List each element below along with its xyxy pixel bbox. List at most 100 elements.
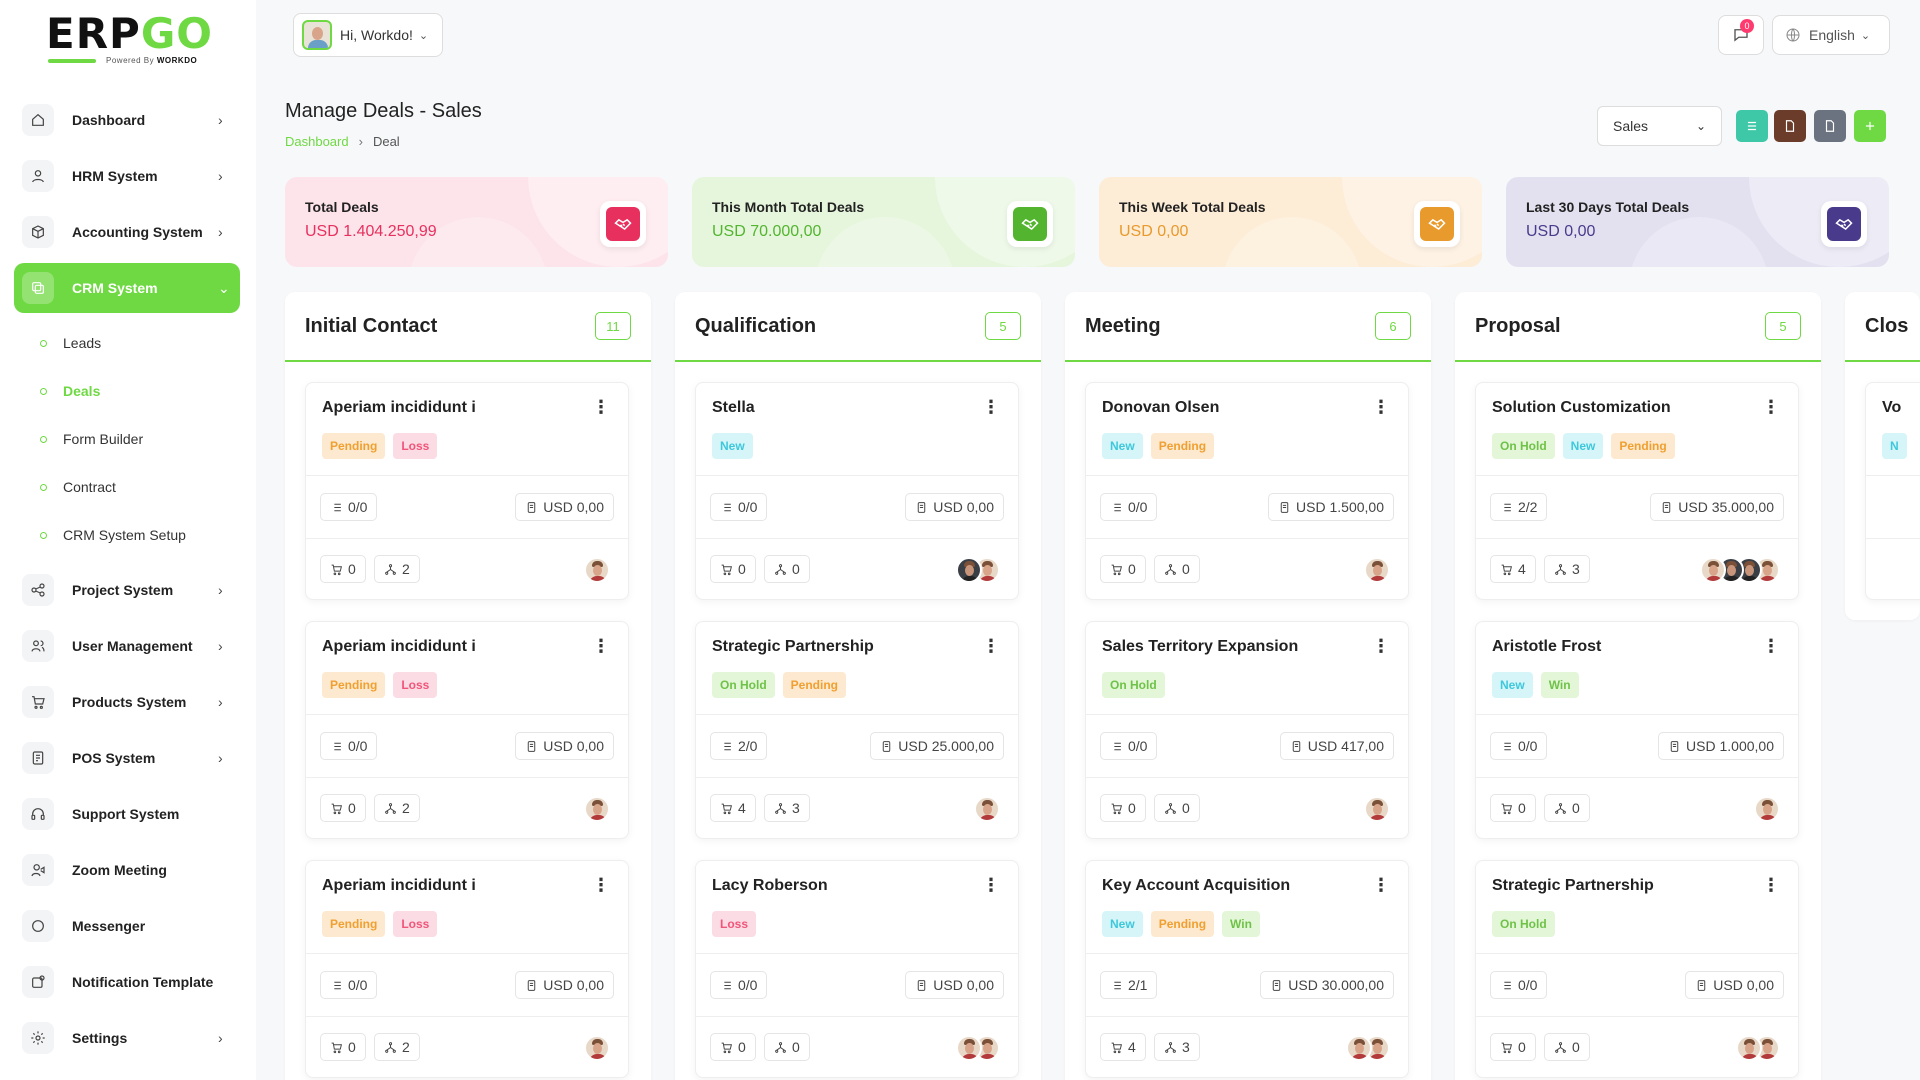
avatar[interactable] (956, 1035, 982, 1061)
sidebar-item-crm-system[interactable]: CRM System ⌄ (14, 263, 240, 313)
deal-card[interactable]: Aperiam incididunt i ⋮ Pending Loss 0/0 USD 0… (305, 382, 629, 600)
more-vertical-icon[interactable]: ⋮ (982, 636, 1000, 656)
deal-title[interactable]: Aristotle Frost (1492, 638, 1602, 655)
notification-button[interactable]: 0 (1718, 15, 1764, 55)
assignee-avatars (1364, 557, 1390, 583)
sitemap-icon (775, 1041, 786, 1053)
submenu-item-deals[interactable]: Deals (14, 367, 240, 415)
deal-title[interactable]: Key Account Acquisition (1102, 877, 1291, 894)
deal-title[interactable]: Strategic Partnership (1492, 877, 1654, 894)
more-vertical-icon[interactable]: ⋮ (1762, 397, 1780, 417)
status-badge: Pending (1150, 433, 1215, 459)
avatar[interactable] (1736, 1035, 1762, 1061)
tag-list: On Hold Pending (712, 672, 854, 698)
more-vertical-icon[interactable]: ⋮ (592, 875, 610, 895)
sidebar-item-pos-system[interactable]: POS System › (14, 733, 240, 783)
add-deal-button[interactable] (1854, 110, 1886, 142)
more-vertical-icon[interactable]: ⋮ (592, 636, 610, 656)
sidebar-item-messenger[interactable]: Messenger (14, 901, 240, 951)
deal-card[interactable]: Strategic Partnership ⋮ On Hold Pending 2/0 U… (695, 621, 1019, 839)
deal-title[interactable]: Solution Customization (1492, 399, 1671, 416)
cart-icon (721, 803, 732, 814)
submenu-item-leads[interactable]: Leads (14, 319, 240, 367)
sources-pill: 2 (374, 794, 420, 822)
deal-card[interactable]: Sales Territory Expansion ⋮ On Hold 0/0 USD … (1085, 621, 1409, 839)
more-vertical-icon[interactable]: ⋮ (1762, 875, 1780, 895)
divider (1476, 1016, 1798, 1017)
user-icon (32, 170, 44, 183)
avatar[interactable] (974, 796, 1000, 822)
submenu-item-crm-system-setup[interactable]: CRM System Setup (14, 511, 240, 559)
list-icon (332, 981, 341, 989)
brand-logo[interactable]: ERPGO Powered By WORKDO (46, 13, 216, 70)
sidebar-item-label: Messenger (72, 918, 146, 934)
deal-title[interactable]: Strategic Partnership (712, 638, 874, 655)
more-vertical-icon[interactable]: ⋮ (1762, 636, 1780, 656)
deal-title[interactable]: Aperiam incididunt i (322, 399, 476, 416)
more-vertical-icon[interactable]: ⋮ (1372, 875, 1390, 895)
deal-card[interactable]: Vo N (1865, 382, 1920, 600)
avatar[interactable] (1364, 557, 1390, 583)
more-vertical-icon[interactable]: ⋮ (1372, 636, 1390, 656)
sidebar-item-support-system[interactable]: Support System (14, 789, 240, 839)
tasks-pill: 0/0 (320, 493, 378, 521)
status-badge: New (1562, 433, 1604, 459)
deal-card[interactable]: Aperiam incididunt i ⋮ Pending Loss 0/0 USD 0… (305, 621, 629, 839)
sidebar-item-hrm-system[interactable]: HRM System › (14, 151, 240, 201)
avatar[interactable] (584, 1035, 610, 1061)
user-menu-button[interactable]: Hi, Workdo! ⌄ (293, 13, 443, 57)
sidebar-item-project-system[interactable]: Project System › (14, 565, 240, 615)
amount-pill: USD 0,00 (515, 493, 614, 521)
breadcrumb-dashboard[interactable]: Dashboard (285, 134, 349, 149)
sidebar-item-zoom-meeting[interactable]: Zoom Meeting (14, 845, 240, 895)
avatar[interactable] (1364, 796, 1390, 822)
amount-pill: USD 0,00 (905, 493, 1004, 521)
deal-card[interactable]: Aperiam incididunt i ⋮ Pending Loss 0/0 USD 0… (305, 860, 629, 1078)
deal-title[interactable]: Vo (1882, 399, 1902, 416)
more-vertical-icon[interactable]: ⋮ (982, 397, 1000, 417)
deal-card[interactable]: Stella ⋮ New 0/0 USD 0,00 0 0 (695, 382, 1019, 600)
deal-title[interactable]: Stella (712, 399, 755, 416)
more-vertical-icon[interactable]: ⋮ (982, 875, 1000, 895)
avatar[interactable] (1700, 557, 1726, 583)
deal-card[interactable]: Solution Customization ⋮ On Hold New Pending… (1475, 382, 1799, 600)
divider (696, 538, 1018, 539)
deal-title[interactable]: Sales Territory Expansion (1102, 638, 1299, 655)
tasks-pill: 2/1 (1100, 971, 1158, 999)
sidebar-item-products-system[interactable]: Products System › (14, 677, 240, 727)
sitemap-icon (385, 1041, 396, 1053)
deal-card[interactable]: Strategic Partnership ⋮ On Hold 0/0 USD 0,00… (1475, 860, 1799, 1078)
deal-title[interactable]: Donovan Olsen (1102, 399, 1220, 416)
avatar[interactable] (1346, 1035, 1372, 1061)
avatar[interactable] (1754, 796, 1780, 822)
pipeline-select[interactable]: Sales ⌄ (1597, 106, 1722, 146)
list-view-button[interactable] (1736, 110, 1768, 142)
deal-card[interactable]: Aristotle Frost ⋮ New Win 0/0 USD 1.000,00 0 0 (1475, 621, 1799, 839)
submenu-item-form-builder[interactable]: Form Builder (14, 415, 240, 463)
sidebar-item-user-management[interactable]: User Management › (14, 621, 240, 671)
status-badge: New (1102, 433, 1143, 459)
deal-title[interactable]: Aperiam incididunt i (322, 877, 476, 894)
avatar[interactable] (584, 796, 610, 822)
language-select[interactable]: English ⌄ (1772, 15, 1890, 55)
sidebar-item-settings[interactable]: Settings › (14, 1013, 240, 1063)
import-button[interactable] (1774, 110, 1806, 142)
deal-card[interactable]: Key Account Acquisition ⋮ New Pending Win 2/1… (1085, 860, 1409, 1078)
deal-title[interactable]: Aperiam incididunt i (322, 638, 476, 655)
deal-card[interactable]: Lacy Roberson ⋮ Loss 0/0 USD 0,00 0 0 (695, 860, 1019, 1078)
submenu-item-contract[interactable]: Contract (14, 463, 240, 511)
avatar[interactable] (956, 557, 982, 583)
export-button[interactable] (1814, 110, 1846, 142)
status-badge: Loss (393, 433, 438, 459)
decor-blob (1749, 177, 1889, 267)
deal-card[interactable]: Donovan Olsen ⋮ New Pending 0/0 USD 1.500,00 0… (1085, 382, 1409, 600)
sidebar-item-notification-template[interactable]: Notification Template (14, 957, 240, 1007)
column-count-badge: 6 (1375, 312, 1411, 340)
avatar[interactable] (584, 557, 610, 583)
divider (1476, 538, 1798, 539)
sidebar-item-accounting-system[interactable]: Accounting System › (14, 207, 240, 257)
more-vertical-icon[interactable]: ⋮ (592, 397, 610, 417)
deal-title[interactable]: Lacy Roberson (712, 877, 828, 894)
sidebar-item-dashboard[interactable]: Dashboard › (14, 95, 240, 145)
more-vertical-icon[interactable]: ⋮ (1372, 397, 1390, 417)
